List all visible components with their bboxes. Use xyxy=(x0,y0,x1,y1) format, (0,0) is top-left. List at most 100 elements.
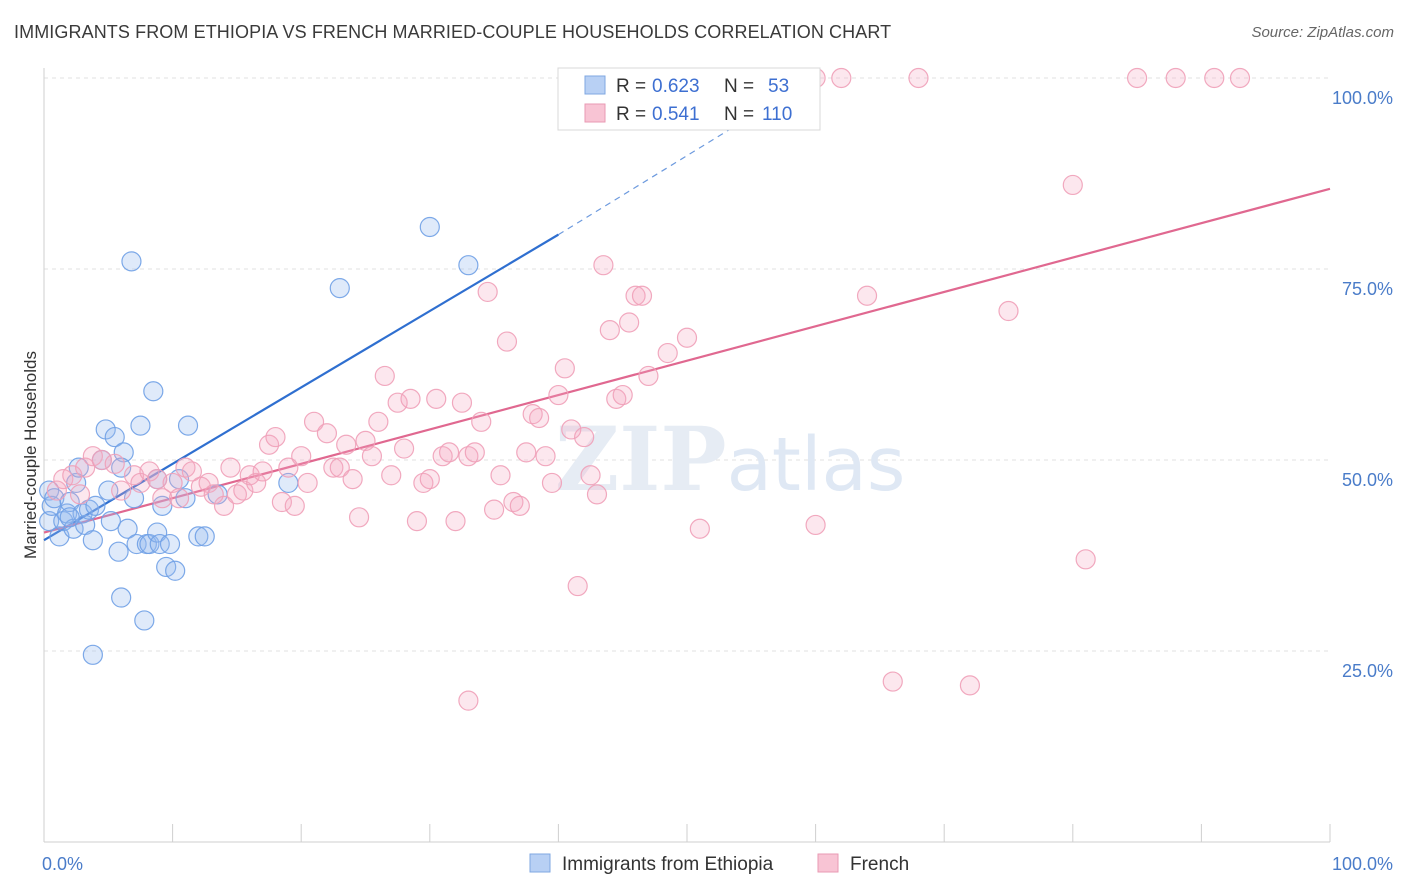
french-point-92 xyxy=(805,514,826,536)
french-point-76 xyxy=(574,426,595,448)
french-point-55 xyxy=(438,442,460,463)
french-point-26 xyxy=(246,472,267,494)
legend-n-label-1: N = xyxy=(724,76,754,97)
french-point-47 xyxy=(387,392,408,413)
french-point-8 xyxy=(111,480,132,501)
french-point-64 xyxy=(496,331,518,352)
ethiopia-point-38 xyxy=(165,560,186,581)
ethiopia-point-3 xyxy=(44,488,65,509)
french-point-104 xyxy=(1229,67,1251,89)
y-tick-label-75: 75.0% xyxy=(1342,279,1393,299)
french-point-83 xyxy=(619,312,640,333)
ethiopia-point-46 xyxy=(82,644,103,665)
french-point-65 xyxy=(503,491,524,513)
french-point-12 xyxy=(147,469,168,490)
french-point-48 xyxy=(393,438,415,459)
french-point-96 xyxy=(908,67,929,89)
french-point-74 xyxy=(561,419,582,440)
french-point-57 xyxy=(451,392,473,413)
french-point-4 xyxy=(75,457,96,478)
ethiopia-point-50 xyxy=(59,507,80,528)
french-point-97 xyxy=(959,675,981,696)
legend-n-value-2: 110 xyxy=(762,104,792,125)
french-point-87 xyxy=(657,342,678,364)
y-tick-label-100: 100.0% xyxy=(1332,88,1393,108)
watermark: ZIPatlas xyxy=(555,407,905,511)
french-point-79 xyxy=(593,255,614,276)
ethiopia-point-40 xyxy=(175,488,196,509)
gridlines xyxy=(44,77,1330,652)
french-point-7 xyxy=(104,453,125,474)
french-point-23 xyxy=(226,484,247,505)
ethiopia-point-8 xyxy=(63,518,84,539)
series-name-french: French xyxy=(850,854,909,875)
series-name-ethiopia: Immigrants from Ethiopia xyxy=(562,854,774,875)
french-point-19 xyxy=(198,472,219,494)
ethiopia-point-13 xyxy=(78,499,100,520)
french-point-14 xyxy=(162,472,183,494)
french-point-80 xyxy=(599,320,620,341)
ethiopia-point-43 xyxy=(194,526,215,547)
legend-n-label-2: N = xyxy=(724,104,754,125)
ethiopia-point-48 xyxy=(419,216,440,238)
french-point-40 xyxy=(342,469,363,490)
french-point-33 xyxy=(291,446,312,467)
french-point-34 xyxy=(297,472,318,494)
french-point-61 xyxy=(477,281,498,303)
ethiopia-point-31 xyxy=(139,533,160,555)
french-point-52 xyxy=(419,469,440,490)
french-point-73 xyxy=(554,358,575,379)
axes xyxy=(43,68,1331,843)
french-point-27 xyxy=(252,461,273,482)
french-point-63 xyxy=(490,465,511,486)
french-point-24 xyxy=(233,480,254,501)
ethiopia-point-15 xyxy=(85,495,106,516)
french-point-39 xyxy=(336,434,357,455)
tick-labels: 25.0% 50.0% 75.0% 100.0% 0.0% 100.0% xyxy=(42,88,1393,874)
french-point-77 xyxy=(580,465,601,486)
french-point-50 xyxy=(406,511,428,532)
french-point-46 xyxy=(381,465,402,486)
chart-source: Source: ZipAtlas.com xyxy=(1251,24,1394,41)
french-point-59 xyxy=(464,442,485,463)
ethiopia-trend-extension xyxy=(558,115,752,236)
french-point-11 xyxy=(139,461,160,482)
french-point-103 xyxy=(1204,67,1225,89)
french-point-17 xyxy=(181,461,202,482)
french-point-85 xyxy=(631,285,653,306)
french-point-84 xyxy=(625,285,646,306)
french-point-93 xyxy=(831,67,852,89)
ethiopia-point-47 xyxy=(329,278,350,299)
french-point-100 xyxy=(1075,549,1096,570)
french-point-69 xyxy=(529,407,550,429)
ethiopia-point-24 xyxy=(117,518,138,539)
french-point-37 xyxy=(323,457,344,478)
ethiopia-point-29 xyxy=(134,610,155,631)
data-points xyxy=(39,67,1251,711)
french-point-29 xyxy=(265,426,286,448)
french-point-42 xyxy=(355,430,376,451)
series-legend: Immigrants from Ethiopia French xyxy=(529,853,909,875)
french-point-51 xyxy=(413,472,434,494)
legend-r-label-2: R = xyxy=(616,104,646,125)
legend-r-label-1: R = xyxy=(616,76,646,97)
french-point-89 xyxy=(689,518,710,539)
french-point-101 xyxy=(1126,67,1148,89)
x-tick-label-right: 100.0% xyxy=(1332,854,1393,874)
legend-swatch-ethiopia xyxy=(584,75,606,95)
french-point-44 xyxy=(368,411,389,432)
legend-swatch-french xyxy=(584,103,606,123)
french-point-78 xyxy=(586,484,608,505)
french-point-72 xyxy=(548,384,569,406)
ethiopia-point-25 xyxy=(121,251,142,272)
ethiopia-point-20 xyxy=(104,426,125,448)
ethiopia-point-19 xyxy=(100,511,121,532)
y-axis-label: Married-couple Households xyxy=(21,351,40,559)
ethiopia-point-32 xyxy=(143,381,164,402)
bottom-swatch-french xyxy=(817,853,839,873)
legend-r-value-2: 0.541 xyxy=(652,104,700,125)
french-point-53 xyxy=(426,388,447,409)
french-point-60 xyxy=(471,411,492,432)
french-point-22 xyxy=(220,457,241,478)
